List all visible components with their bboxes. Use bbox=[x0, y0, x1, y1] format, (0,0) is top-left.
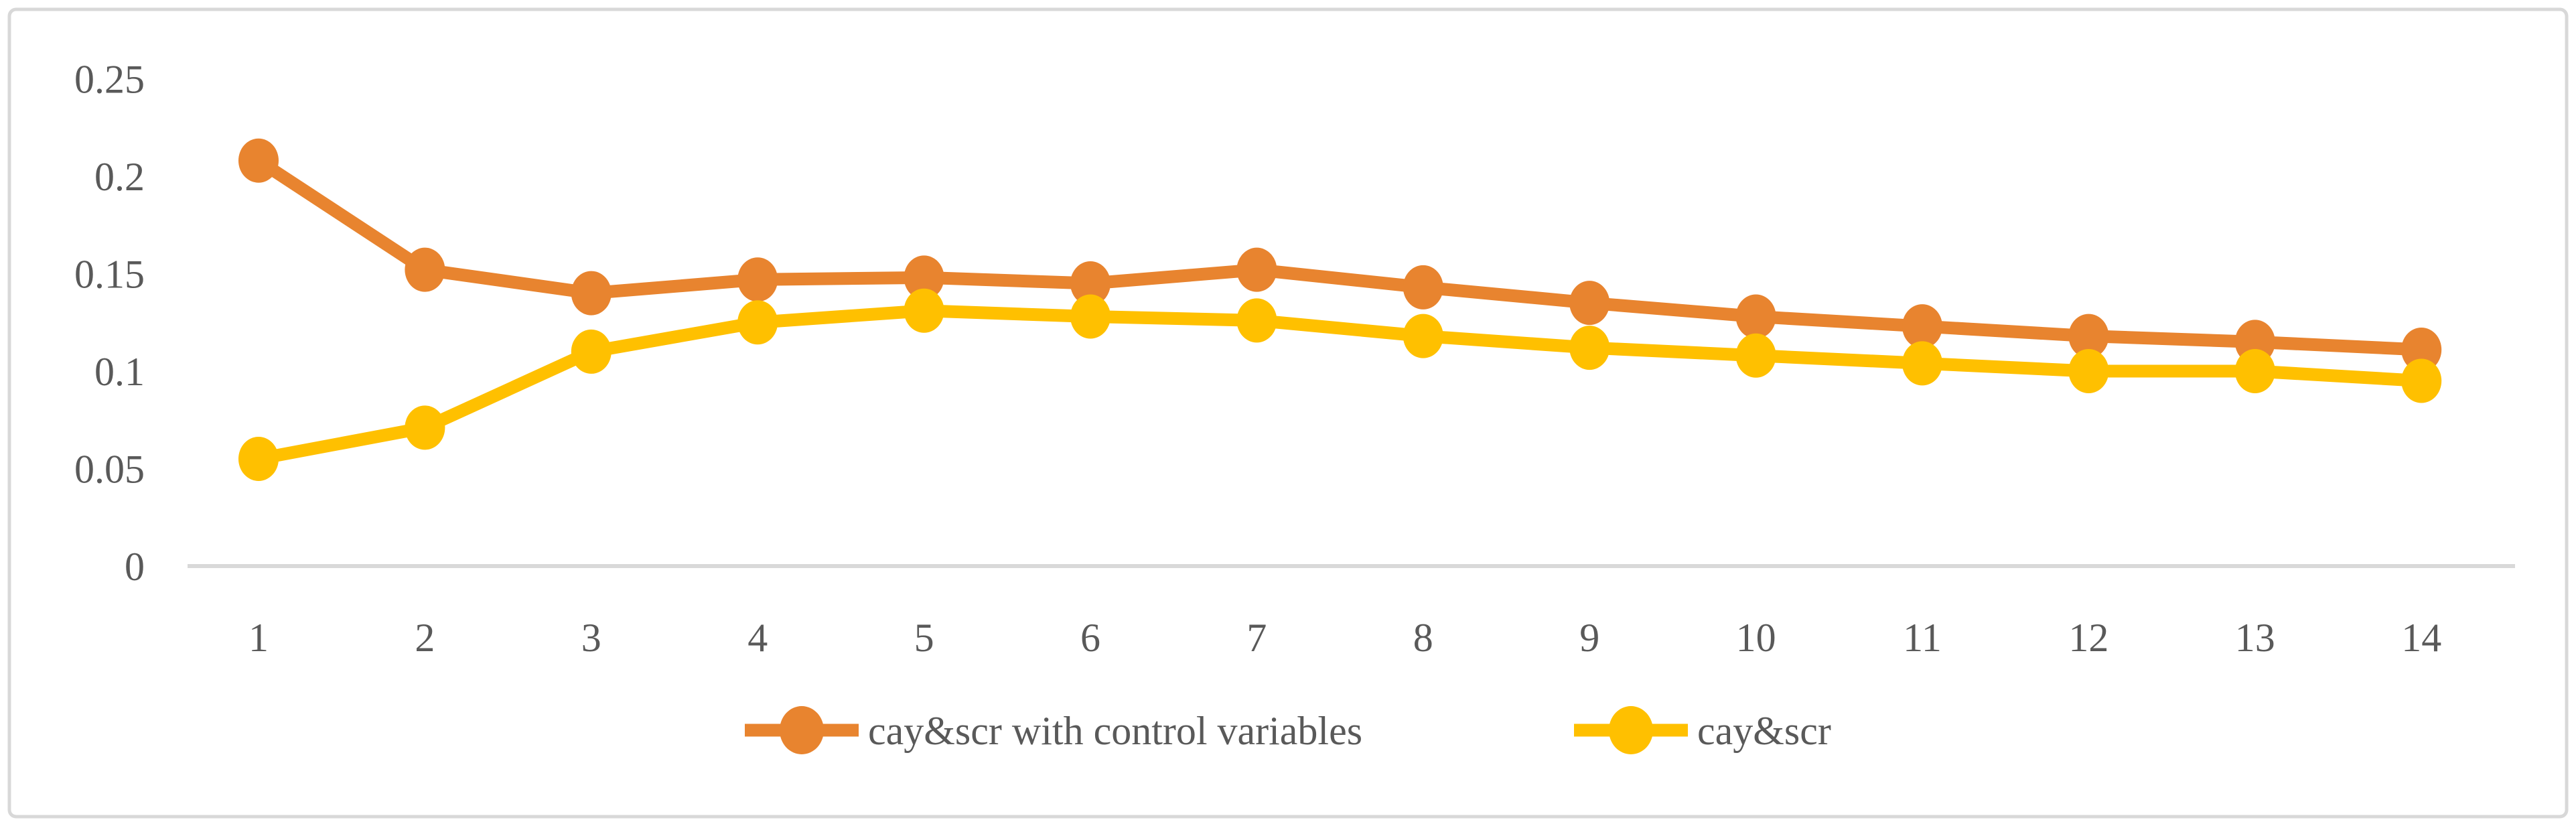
y-axis-tick-label: 0.2 bbox=[94, 155, 145, 199]
data-point-marker bbox=[571, 329, 612, 374]
data-point-marker bbox=[1569, 326, 1610, 370]
data-point-marker bbox=[1735, 333, 1776, 378]
x-axis-category-label: 8 bbox=[1413, 616, 1433, 660]
data-point-marker bbox=[2234, 349, 2275, 393]
data-point-marker bbox=[904, 255, 944, 300]
x-axis-category-label: 6 bbox=[1080, 616, 1100, 660]
x-axis-category-label: 1 bbox=[248, 616, 269, 660]
x-axis-category-label: 9 bbox=[1579, 616, 1599, 660]
x-axis-category-label: 12 bbox=[2068, 616, 2108, 660]
x-axis-category-label: 7 bbox=[1246, 616, 1267, 660]
data-point-marker bbox=[2401, 358, 2442, 403]
legend-item: cay&scr bbox=[1574, 706, 1831, 754]
x-axis-category-label: 14 bbox=[2401, 616, 2441, 660]
data-point-marker bbox=[737, 257, 778, 302]
y-axis-tick-label: 0 bbox=[125, 545, 145, 589]
data-point-marker bbox=[1403, 265, 1443, 309]
axes-layer: 00.050.10.150.20.251 2 3 4 5 6 7 8 9 10 11 12 13 14 bbox=[74, 58, 2515, 660]
series-layer bbox=[238, 138, 2442, 481]
data-point-marker bbox=[1902, 341, 1942, 386]
x-axis-category-label: 10 bbox=[1736, 616, 1776, 660]
data-point-marker bbox=[1070, 294, 1111, 339]
figure-border bbox=[7, 7, 2569, 819]
legend-layer: cay&scr with control variables cay&scr bbox=[745, 706, 1831, 754]
data-point-marker bbox=[1403, 314, 1443, 358]
data-point-marker bbox=[405, 247, 445, 292]
legend-marker bbox=[1609, 706, 1653, 754]
y-axis-tick-label: 0.05 bbox=[74, 448, 145, 492]
data-point-marker bbox=[1236, 298, 1277, 343]
data-point-marker bbox=[1070, 261, 1111, 306]
series-line-cay-scr bbox=[252, 304, 2428, 466]
x-axis-category-label: 4 bbox=[747, 616, 768, 660]
legend-item: cay&scr with control variables bbox=[745, 706, 1362, 754]
figure-border-layer bbox=[7, 7, 2569, 819]
x-axis-category-label: 13 bbox=[2235, 616, 2275, 660]
series-line-cay-scr-with-controls bbox=[252, 154, 2428, 356]
data-point-marker bbox=[238, 436, 279, 481]
legend-label: cay&scr with control variables bbox=[868, 709, 1362, 753]
legend-marker bbox=[780, 706, 824, 754]
y-axis-tick-label: 0.1 bbox=[94, 350, 145, 394]
x-axis-category-label: 11 bbox=[1903, 616, 1942, 660]
data-point-marker bbox=[2068, 314, 2109, 358]
x-axis-category-label: 5 bbox=[914, 616, 934, 660]
x-axis-category-label: 2 bbox=[415, 616, 435, 660]
data-point-marker bbox=[1236, 247, 1277, 292]
data-point-marker bbox=[1902, 304, 1942, 349]
data-point-marker bbox=[1735, 294, 1776, 339]
data-point-marker bbox=[405, 405, 445, 450]
data-point-marker bbox=[1569, 281, 1610, 326]
data-point-marker bbox=[2068, 349, 2109, 393]
data-point-marker bbox=[904, 288, 944, 333]
data-point-marker bbox=[2401, 327, 2442, 372]
data-point-marker bbox=[737, 300, 778, 345]
x-axis-category-label: 3 bbox=[581, 616, 601, 660]
data-point-marker bbox=[238, 138, 279, 183]
legend-label: cay&scr bbox=[1697, 709, 1831, 753]
y-axis-tick-label: 0.25 bbox=[74, 58, 145, 102]
y-axis-tick-label: 0.15 bbox=[74, 253, 145, 297]
data-point-marker bbox=[571, 271, 612, 316]
